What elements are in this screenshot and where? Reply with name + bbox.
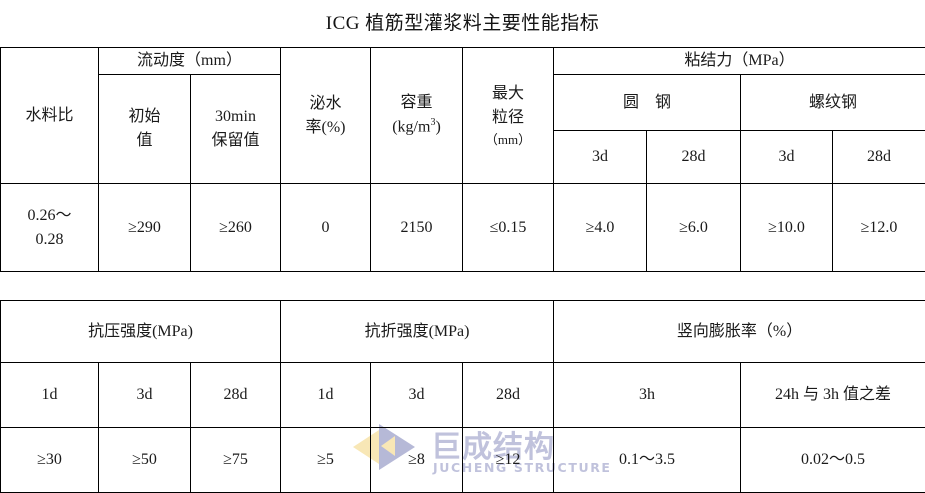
header-fluidity-initial-line2: 值	[101, 129, 188, 153]
value-flexural-1d: ≥5	[281, 428, 371, 493]
header-expansion-3h: 3h	[554, 363, 741, 428]
header-expansion-rate-group: 竖向膨胀率（%）	[554, 301, 925, 363]
value-bond-ribbed-3d: ≥10.0	[741, 184, 833, 272]
header-fluidity-30min: 30min 保留值	[191, 75, 281, 184]
header-bleeding-rate-line2: 率(%)	[283, 116, 368, 140]
header-round-bar: 圆 钢	[554, 75, 741, 131]
value-bond-round-3d: ≥4.0	[554, 184, 647, 272]
value-bulk-density: 2150	[371, 184, 463, 272]
header-fluidity-initial-line1: 初始	[101, 105, 188, 129]
header-fluidity-30min-line1: 30min	[193, 105, 278, 129]
header-round-bar-28d: 28d	[647, 131, 741, 184]
header-compressive-3d: 3d	[99, 363, 191, 428]
header-bleeding-rate-line1: 泌水	[283, 92, 368, 116]
header-bulk-density-unit: (kg/m3)	[373, 115, 460, 139]
header-round-bar-3d: 3d	[554, 131, 647, 184]
value-expansion-3h: 0.1～3.5	[554, 428, 741, 493]
value-fluidity-30min: ≥260	[191, 184, 281, 272]
value-water-binder-ratio-line2: 0.28	[3, 228, 96, 252]
performance-table-bottom: 抗压强度(MPa) 抗折强度(MPa) 竖向膨胀率（%） 1d 3d 28d 1…	[0, 300, 925, 493]
value-water-binder-ratio: 0.26～ 0.28	[1, 184, 99, 272]
header-max-particle-size: 最大 粒径 （mm）	[463, 48, 554, 184]
bulk-density-unit-tail: )	[435, 119, 440, 136]
header-ribbed-bar: 螺纹钢	[741, 75, 925, 131]
header-flexural-1d: 1d	[281, 363, 371, 428]
performance-table-top: 水料比 流动度（mm） 泌水 率(%) 容重 (kg/m3) 最大 粒径 （mm…	[0, 47, 925, 272]
table-row-values-top: 0.26～ 0.28 ≥290 ≥260 0 2150 ≤0.15 ≥4.0 ≥…	[1, 184, 925, 272]
value-compressive-28d: ≥75	[191, 428, 281, 493]
value-water-binder-ratio-line1: 0.26～	[3, 204, 96, 228]
header-compressive-1d: 1d	[1, 363, 99, 428]
value-fluidity-initial: ≥290	[99, 184, 191, 272]
header-bulk-density-line1: 容重	[373, 91, 460, 115]
value-bleeding-rate: 0	[281, 184, 371, 272]
bulk-density-unit-base: (kg/m	[392, 119, 430, 136]
header-bleeding-rate: 泌水 率(%)	[281, 48, 371, 184]
header-bond-strength-group: 粘结力（MPa）	[554, 48, 925, 75]
header-fluidity-group: 流动度（mm）	[99, 48, 281, 75]
table-row-header-bottom-2: 1d 3d 28d 1d 3d 28d 3h 24h 与 3h 值之差	[1, 363, 925, 428]
header-fluidity-initial: 初始 值	[99, 75, 191, 184]
value-compressive-3d: ≥50	[99, 428, 191, 493]
header-max-particle-line1: 最大	[465, 82, 551, 106]
header-flexural-28d: 28d	[463, 363, 554, 428]
page-title: ICG 植筋型灌浆料主要性能指标	[0, 0, 925, 47]
value-flexural-3d: ≥8	[371, 428, 463, 493]
header-fluidity-30min-line2: 保留值	[193, 129, 278, 153]
header-bulk-density: 容重 (kg/m3)	[371, 48, 463, 184]
value-bond-ribbed-28d: ≥12.0	[833, 184, 925, 272]
value-compressive-1d: ≥30	[1, 428, 99, 493]
header-max-particle-line2: 粒径	[465, 106, 551, 130]
header-max-particle-unit: （mm）	[465, 130, 551, 150]
value-expansion-diff: 0.02～0.5	[741, 428, 925, 493]
value-bond-round-28d: ≥6.0	[647, 184, 741, 272]
header-flexural-3d: 3d	[371, 363, 463, 428]
table-row-values-bottom: ≥30 ≥50 ≥75 ≥5 ≥8 ≥12 0.1～3.5 0.02～0.5	[1, 428, 925, 493]
header-flexural-strength-group: 抗折强度(MPa)	[281, 301, 554, 363]
table-row-header-1: 水料比 流动度（mm） 泌水 率(%) 容重 (kg/m3) 最大 粒径 （mm…	[1, 48, 925, 75]
header-ribbed-bar-28d: 28d	[833, 131, 925, 184]
header-expansion-diff: 24h 与 3h 值之差	[741, 363, 925, 428]
header-compressive-28d: 28d	[191, 363, 281, 428]
value-max-particle-size: ≤0.15	[463, 184, 554, 272]
table-row-header-bottom-1: 抗压强度(MPa) 抗折强度(MPa) 竖向膨胀率（%）	[1, 301, 925, 363]
value-flexural-28d: ≥12	[463, 428, 554, 493]
header-compressive-strength-group: 抗压强度(MPa)	[1, 301, 281, 363]
header-ribbed-bar-3d: 3d	[741, 131, 833, 184]
header-water-binder-ratio: 水料比	[1, 48, 99, 184]
